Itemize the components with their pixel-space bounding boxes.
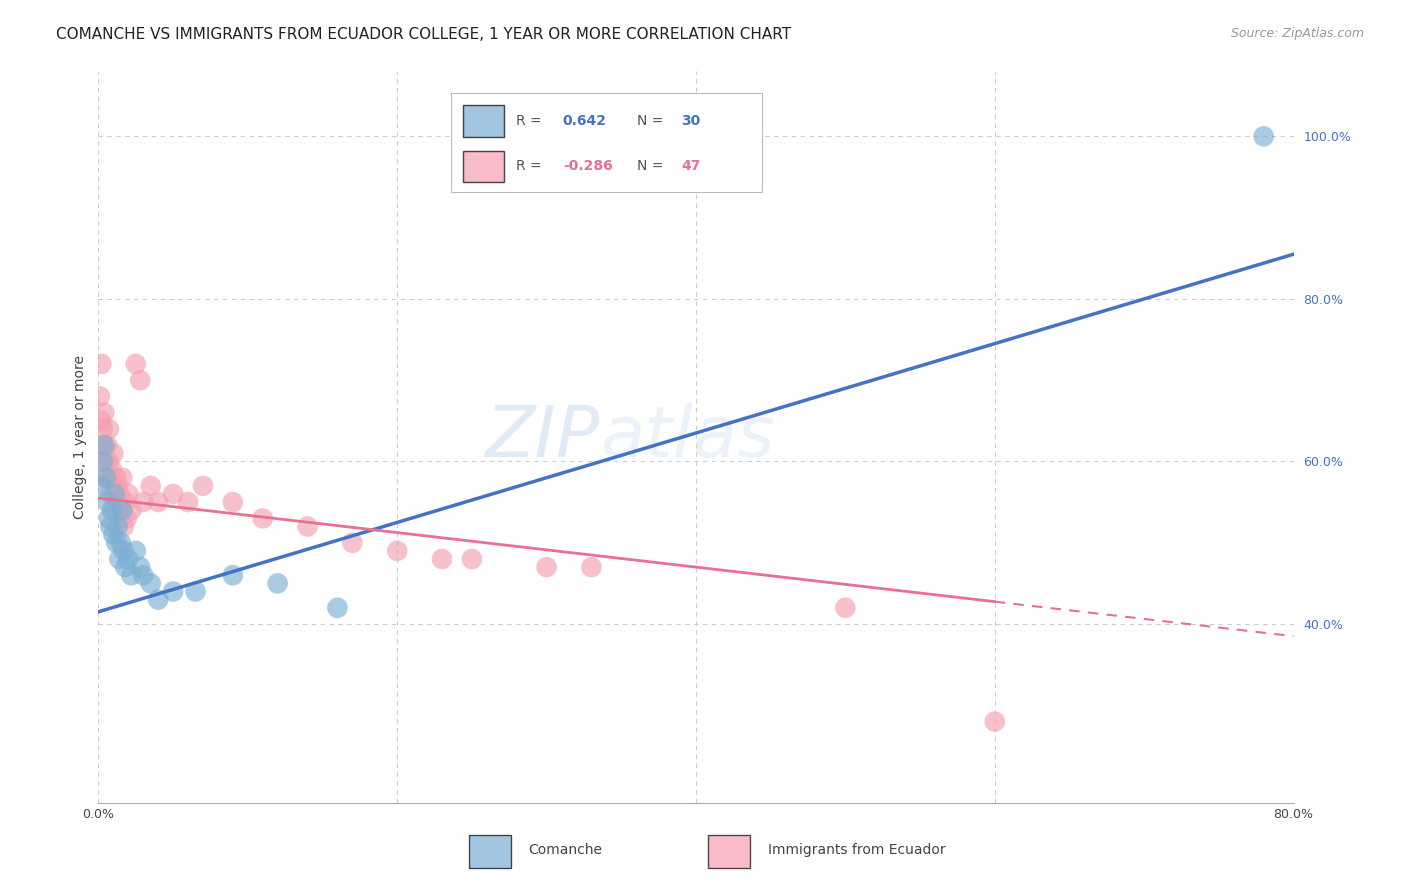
Point: [132, 495, 155, 509]
Point: [94, 471, 117, 485]
Point: [139, 479, 162, 493]
Text: atlas: atlas: [600, 402, 775, 472]
Point: [112, 544, 135, 558]
Point: [125, 357, 148, 371]
Point: [94, 471, 117, 485]
Point: [93, 438, 115, 452]
Point: [125, 544, 148, 558]
Point: [222, 495, 245, 509]
Point: [91, 422, 114, 436]
Text: ZIP: ZIP: [486, 402, 600, 472]
Point: [984, 714, 1007, 729]
Point: [1253, 129, 1275, 144]
Point: [162, 487, 184, 501]
Point: [120, 503, 142, 517]
Point: [111, 471, 134, 485]
Point: [98, 519, 122, 533]
Point: [222, 568, 245, 582]
Point: [120, 568, 142, 582]
Point: [103, 446, 125, 460]
Point: [117, 487, 139, 501]
Point: [191, 479, 214, 493]
Point: [326, 600, 349, 615]
Point: [108, 552, 131, 566]
Point: [94, 454, 117, 468]
Point: [97, 422, 120, 436]
Point: [107, 479, 129, 493]
Point: [129, 373, 152, 387]
Point: [834, 600, 856, 615]
Point: [114, 495, 136, 509]
Point: [107, 495, 129, 509]
Point: [97, 511, 120, 525]
Point: [581, 560, 603, 574]
Point: [117, 552, 139, 566]
Text: Source: ZipAtlas.com: Source: ZipAtlas.com: [1230, 27, 1364, 40]
Point: [101, 462, 124, 476]
Point: [90, 414, 112, 428]
Point: [98, 487, 122, 501]
Point: [98, 471, 122, 485]
Point: [342, 535, 364, 549]
Point: [96, 438, 118, 452]
Point: [103, 479, 125, 493]
Point: [107, 519, 129, 533]
Point: [385, 544, 409, 558]
Point: [103, 527, 125, 541]
Point: [114, 560, 136, 574]
Point: [177, 495, 200, 509]
Point: [91, 438, 114, 452]
Point: [112, 519, 135, 533]
Point: [110, 503, 132, 517]
Point: [139, 576, 162, 591]
Point: [252, 511, 274, 525]
Point: [104, 503, 127, 517]
Point: [536, 560, 558, 574]
Point: [101, 503, 124, 517]
Point: [96, 495, 118, 509]
Point: [430, 552, 453, 566]
Point: [104, 487, 127, 501]
Point: [91, 454, 114, 468]
Point: [267, 576, 290, 591]
Point: [297, 519, 319, 533]
Point: [105, 535, 128, 549]
Point: [110, 535, 132, 549]
Point: [148, 592, 170, 607]
Text: COMANCHE VS IMMIGRANTS FROM ECUADOR COLLEGE, 1 YEAR OR MORE CORRELATION CHART: COMANCHE VS IMMIGRANTS FROM ECUADOR COLL…: [56, 27, 792, 42]
Point: [129, 560, 152, 574]
Point: [148, 495, 170, 509]
Point: [162, 584, 184, 599]
Point: [105, 471, 128, 485]
Point: [111, 503, 134, 517]
Point: [93, 406, 115, 420]
Point: [90, 479, 112, 493]
Point: [90, 357, 112, 371]
Point: [184, 584, 207, 599]
Point: [132, 568, 155, 582]
Point: [108, 487, 131, 501]
Point: [115, 511, 138, 525]
Point: [97, 454, 120, 468]
Point: [461, 552, 484, 566]
Point: [89, 389, 111, 403]
Y-axis label: College, 1 year or more: College, 1 year or more: [73, 355, 87, 519]
